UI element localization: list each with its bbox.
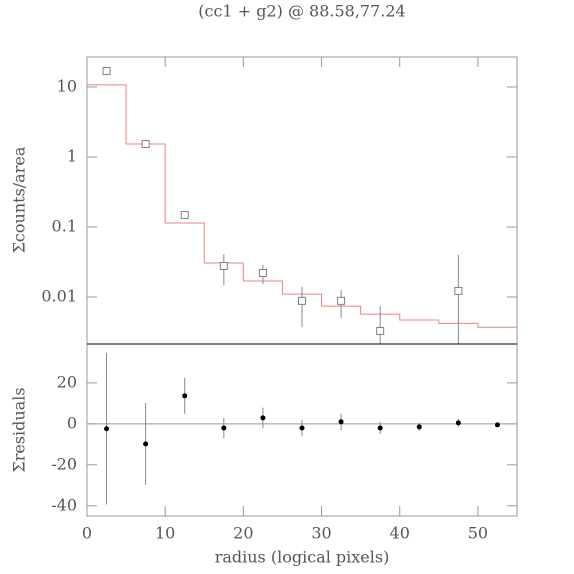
y-axis-label: Σresiduals — [10, 387, 29, 472]
y-tick-label: 10 — [57, 76, 77, 95]
data-point — [260, 415, 266, 421]
x-tick-label: 0 — [82, 524, 92, 543]
y-tick-label: -20 — [51, 454, 77, 473]
chart-title: (cc1 + g2) @ 88.58,77.24 — [198, 2, 405, 21]
data-point — [376, 326, 385, 335]
data-point — [180, 211, 189, 220]
x-axis-label: radius (logical pixels) — [215, 548, 390, 567]
y-tick-label: -40 — [51, 495, 77, 514]
data-point — [102, 67, 111, 76]
data-point — [143, 441, 149, 447]
data-point — [338, 419, 344, 425]
data-point — [494, 422, 500, 428]
y-tick-label: 0.01 — [41, 286, 77, 305]
data-point — [104, 426, 110, 432]
data-point — [182, 393, 188, 399]
y-tick-label: 1 — [67, 146, 77, 165]
data-point — [258, 269, 267, 278]
data-point — [299, 425, 305, 431]
data-point — [454, 286, 463, 295]
data-point — [221, 425, 227, 431]
data-point — [219, 262, 228, 271]
data-point — [455, 420, 461, 426]
x-tick-label: 40 — [390, 524, 410, 543]
data-point — [141, 140, 150, 149]
data-point — [416, 424, 422, 430]
x-tick-label: 20 — [233, 524, 253, 543]
y-tick-label: 0 — [67, 413, 77, 432]
x-tick-label: 30 — [311, 524, 331, 543]
data-point — [337, 296, 346, 305]
y-tick-label: 20 — [57, 372, 77, 391]
data-point — [377, 425, 383, 431]
x-tick-label: 10 — [155, 524, 175, 543]
x-tick-label: 50 — [468, 524, 488, 543]
y-axis-label: Σcounts/area — [10, 146, 29, 253]
data-point — [298, 296, 306, 305]
y-tick-label: 0.1 — [52, 216, 77, 235]
